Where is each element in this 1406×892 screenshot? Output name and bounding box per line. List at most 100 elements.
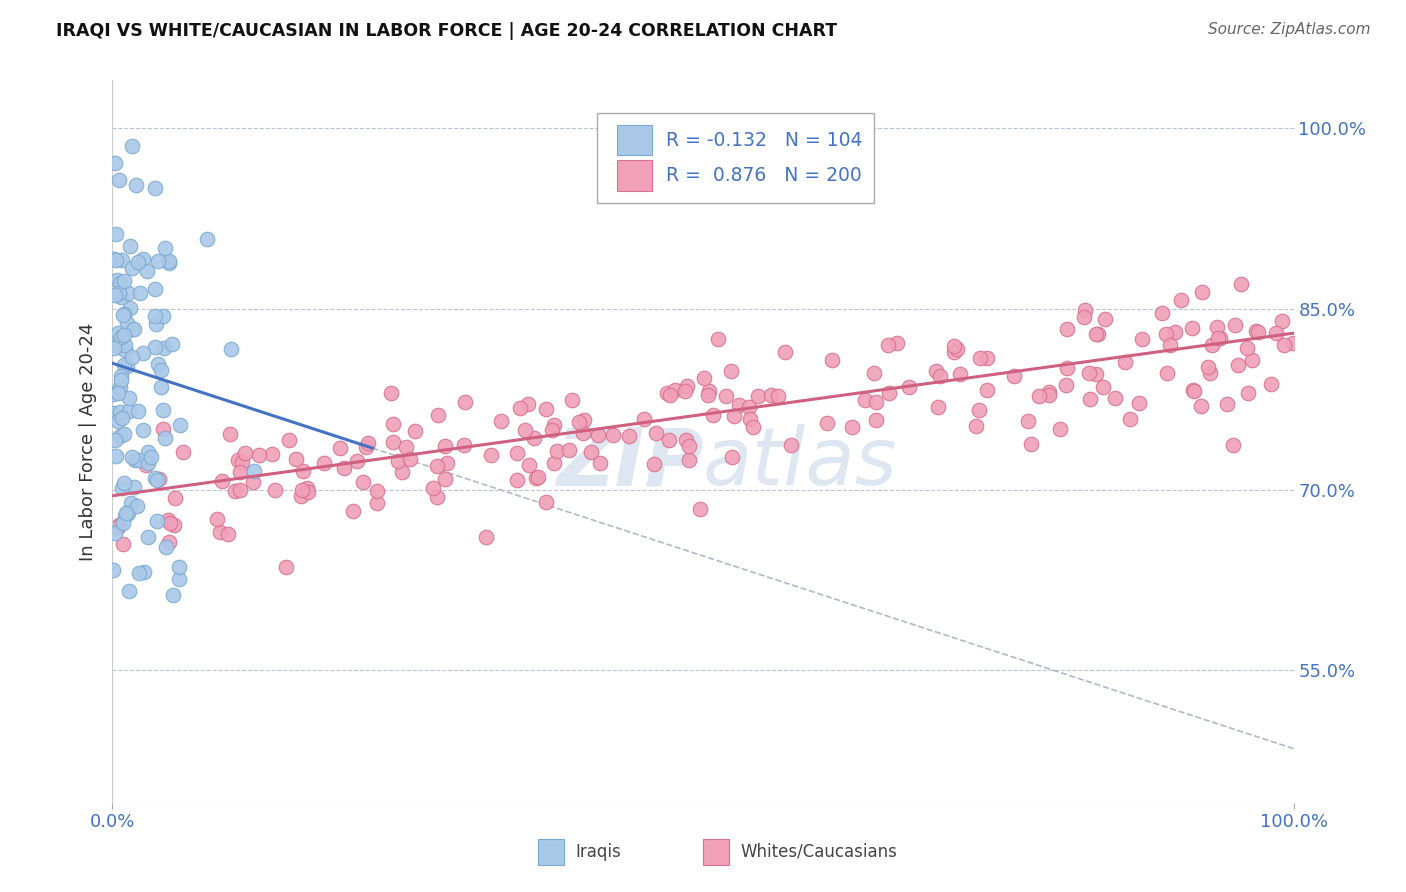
Point [1182,384,1205,398]
Y-axis label: In Labor Force | Age 20-24: In Labor Force | Age 20-24 [79,322,97,561]
Point [120,301,142,315]
Text: IRAQI VS WHITE/CAUCASIAN IN LABOR FORCE | AGE 20-24 CORRELATION CHART: IRAQI VS WHITE/CAUCASIAN IN LABOR FORCE … [56,22,838,40]
Point [382,435,405,450]
Point [118,238,141,252]
Point [101,564,124,578]
Point [143,471,166,485]
Point [127,254,149,268]
Point [558,442,581,457]
Point [543,417,565,432]
Point [152,422,174,436]
Point [112,476,135,491]
Point [853,393,876,408]
Point [156,513,179,527]
Point [1226,358,1249,372]
Point [332,461,354,475]
Point [107,520,129,534]
Point [195,232,218,246]
Point [247,448,270,462]
Point [1209,331,1232,345]
Point [965,419,987,434]
Point [152,310,174,324]
Point [145,473,167,487]
Point [101,387,124,401]
Point [285,451,308,466]
Point [114,337,136,351]
Point [1156,366,1178,380]
Point [135,458,157,472]
Point [969,402,991,417]
Point [897,379,920,393]
Point [1237,386,1260,401]
Point [112,308,135,322]
Point [226,453,249,467]
Point [121,322,143,336]
Point [146,253,169,268]
Point [942,339,965,353]
Point [766,388,789,402]
Point [780,438,803,452]
Point [516,397,538,411]
Point [118,392,141,406]
Point [1019,437,1042,451]
Point [219,342,242,356]
Point [108,405,131,419]
Point [949,368,972,382]
Point [380,386,402,401]
Point [697,387,720,401]
Point [134,565,156,579]
Point [453,437,475,451]
Point [209,524,232,539]
Point [108,277,131,291]
Point [720,364,742,378]
Point [118,584,141,599]
Point [346,454,368,468]
Point [506,446,529,460]
Point [645,425,668,440]
Point [146,514,169,528]
Point [865,394,887,409]
Point [127,404,149,418]
Point [1049,421,1071,435]
Point [759,388,782,402]
Point [436,456,458,470]
Point [276,560,298,574]
Point [546,444,568,458]
Point [543,456,565,470]
Point [1216,397,1239,411]
Point [1229,277,1251,291]
Point [1189,399,1212,413]
Point [865,413,887,427]
Point [707,332,730,346]
Point [1085,326,1108,341]
Point [678,453,700,467]
Point [145,317,167,331]
Point [145,181,167,195]
Point [1078,366,1101,380]
Point [110,380,132,394]
Point [517,458,540,472]
Point [342,504,364,518]
Point [291,464,314,478]
Point [110,252,132,267]
Text: R = -0.132   N = 104: R = -0.132 N = 104 [666,131,863,150]
Text: atlas: atlas [703,425,898,502]
Point [111,481,134,495]
Point [689,502,711,516]
Point [110,373,132,387]
Point [1056,321,1078,335]
Point [136,264,159,278]
Point [329,441,352,455]
Point [108,429,131,443]
Point [506,473,529,487]
Point [111,411,134,425]
Point [136,530,159,544]
Point [121,450,143,465]
Point [159,516,181,530]
Point [260,447,283,461]
Point [1240,353,1263,368]
Point [1130,332,1153,346]
Point [127,499,149,513]
Point [357,435,380,450]
Point [927,400,949,414]
